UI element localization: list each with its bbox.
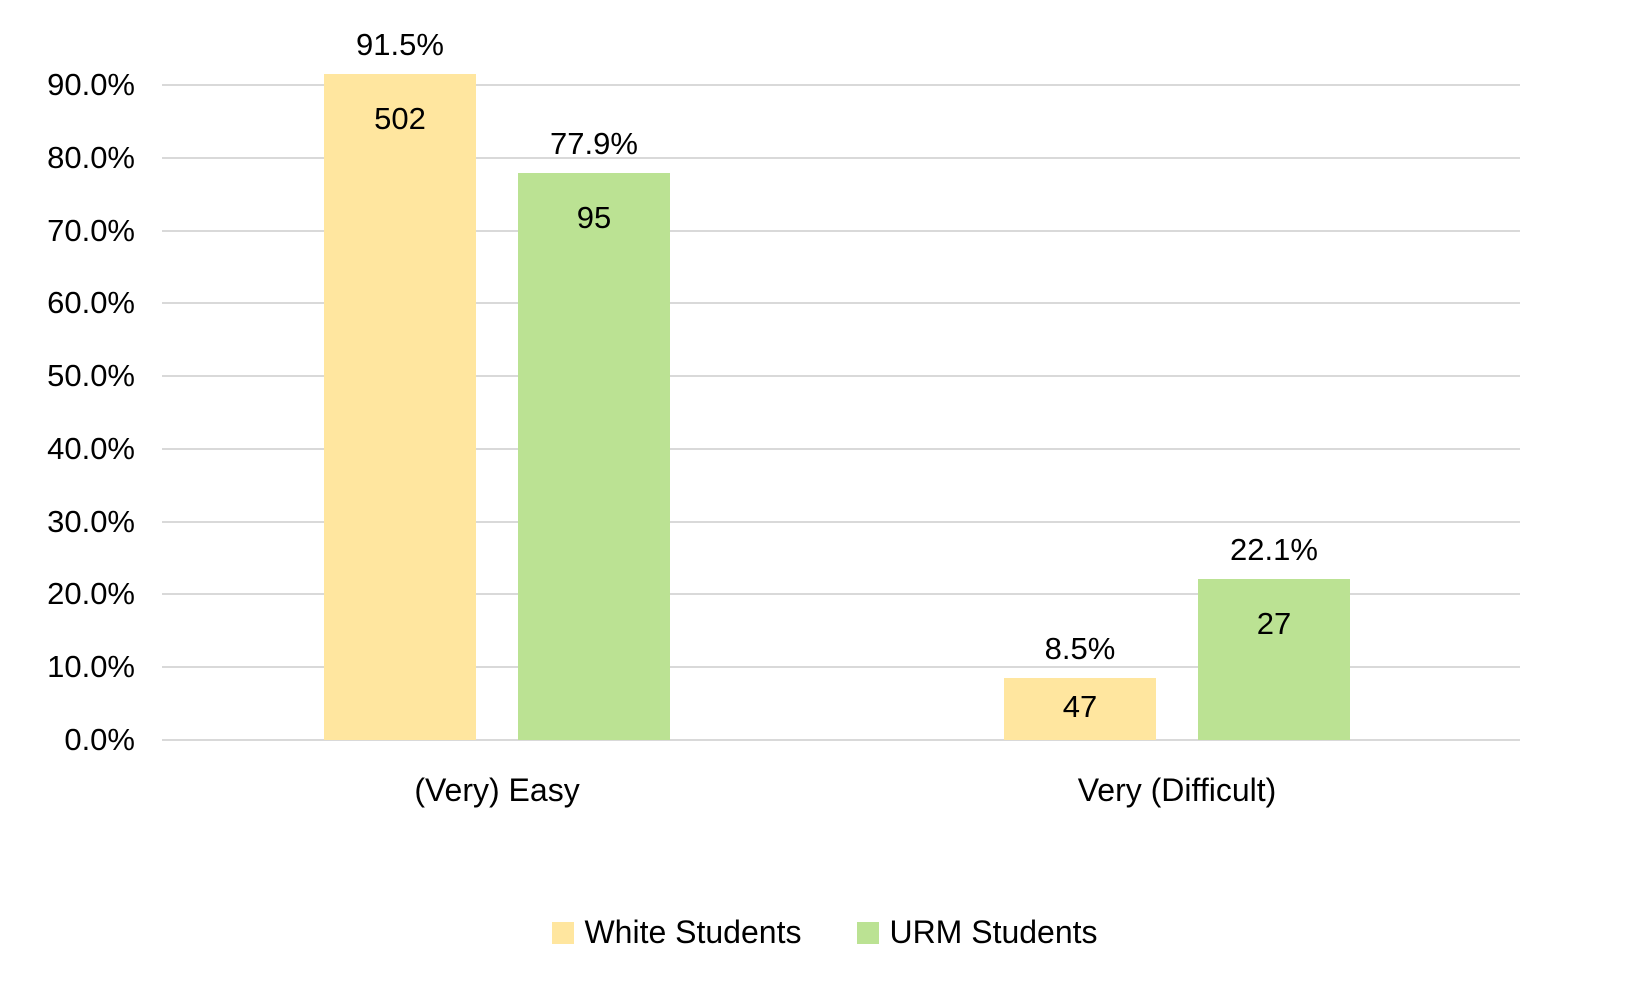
gridline [162,666,1520,669]
legend-item-urm-students: URM Students [857,914,1098,951]
y-tick-label: 70.0% [47,212,135,248]
count-label: 95 [576,200,612,236]
y-tick-label: 90.0% [47,67,135,102]
x-category-label: Very (Difficult) [1077,772,1277,808]
count-label: 502 [374,101,426,137]
bar-urm-students [1198,579,1350,740]
x-category-label: (Very) Easy [414,772,580,808]
legend-label: White Students [584,914,802,950]
value-label: 91.5% [356,27,444,63]
bar-white-students [1004,678,1156,740]
y-tick-label: 0.0% [64,722,135,757]
y-tick-label: 60.0% [47,285,135,321]
gridline [162,593,1520,596]
count-label: 27 [1256,606,1292,642]
y-tick-label: 20.0% [47,576,135,612]
legend-swatch [552,921,575,944]
value-label: 22.1% [1230,532,1318,568]
gridline [162,739,1520,741]
y-tick-label: 10.0% [47,649,135,685]
gridline [162,375,1520,378]
bar-white-students [324,74,476,740]
legend-label: URM Students [889,914,1098,950]
gridline [162,84,1520,86]
legend-item-white-students: White Students [552,914,801,951]
legend-swatch [857,921,880,944]
gridline [162,520,1520,523]
y-tick-label: 40.0% [47,430,135,466]
gridline [162,302,1520,305]
value-label: 8.5% [1044,631,1116,667]
y-tick-label: 80.0% [47,139,135,175]
legend: White Students URM Students [0,914,1650,951]
bar-urm-students [518,173,670,740]
y-tick-label: 50.0% [47,358,135,394]
gridline [162,229,1520,232]
y-tick-label: 30.0% [47,503,135,539]
value-label: 77.9% [550,126,638,162]
gridline [162,447,1520,450]
gridline [162,156,1520,159]
count-label: 47 [1062,689,1098,725]
